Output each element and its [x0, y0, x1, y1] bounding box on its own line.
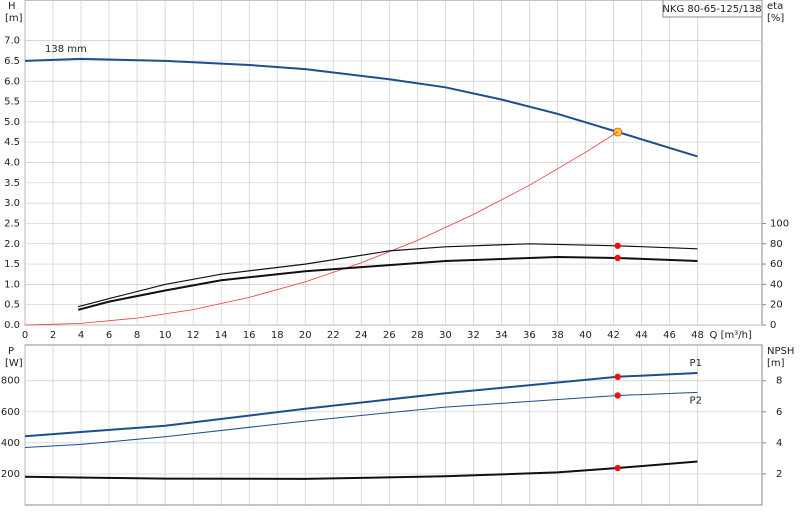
y2-tick-label: 2: [776, 469, 782, 480]
y2-tick-label: 100: [770, 218, 789, 229]
y2-tick-label: 80: [770, 239, 783, 250]
x-tick-label: 28: [411, 330, 424, 341]
y-tick-label: 5.5: [4, 97, 20, 108]
y-tick-label: 400: [1, 438, 20, 449]
y-tick-label: 600: [1, 407, 20, 418]
x-axis-label: Q [m³/h]: [710, 330, 752, 341]
x-tick-label: 38: [551, 330, 564, 341]
y-tick-label: 7.0: [4, 36, 20, 47]
y-tick-label: 0.0: [4, 320, 20, 331]
y-tick-label: 2.5: [4, 218, 20, 229]
x-tick-label: 24: [355, 330, 368, 341]
duty-point: [614, 254, 621, 262]
chart-title: NKG 80-65-125/138: [662, 4, 761, 15]
y2-tick-label: 0: [770, 320, 776, 331]
x-tick-label: 34: [495, 330, 508, 341]
x-tick-label: 12: [187, 330, 200, 341]
y-tick-label: 4.0: [4, 158, 20, 169]
x-tick-label: 40: [579, 330, 592, 341]
x-tick-label: 4: [78, 330, 84, 341]
y2-axis-label: eta: [767, 1, 783, 12]
y-tick-label: 200: [1, 469, 20, 480]
y2-tick-label: 20: [770, 300, 783, 311]
series-line: [24, 460, 698, 480]
y-tick-label: 6.0: [4, 76, 20, 87]
x-tick-label: 8: [134, 330, 140, 341]
x-tick-label: 2: [50, 330, 56, 341]
x-tick-label: 44: [635, 330, 648, 341]
x-tick-label: 10: [159, 330, 172, 341]
series-line: [77, 255, 698, 311]
y-tick-label: 1.0: [4, 279, 20, 290]
series-line: [24, 131, 618, 326]
x-tick-label: 14: [215, 330, 228, 341]
x-tick-label: 36: [523, 330, 536, 341]
duty-point: [614, 392, 621, 399]
y2-tick-label: 4: [776, 438, 782, 449]
x-tick-label: 48: [691, 330, 704, 341]
duty-point: [614, 464, 621, 472]
y2-axis-label: NPSH: [767, 346, 794, 357]
y2-tick-label: 40: [770, 279, 783, 290]
y-tick-label: 3.0: [4, 198, 20, 209]
series-line: [78, 243, 698, 308]
series-label: P2: [690, 395, 702, 406]
x-tick-label: 30: [439, 330, 452, 341]
y-axis-label: H: [8, 1, 16, 12]
y2-tick-label: 60: [770, 259, 783, 270]
y-tick-label: 6.5: [4, 56, 20, 67]
x-tick-label: 46: [663, 330, 676, 341]
y-tick-label: 800: [1, 376, 20, 387]
duty-point: [614, 242, 621, 249]
x-tick-label: 42: [607, 330, 620, 341]
plot-frame: [24, 344, 763, 506]
curve-label: 138 mm: [45, 44, 87, 55]
x-tick-label: 20: [299, 330, 312, 341]
y2-tick-label: 8: [776, 376, 782, 387]
y-tick-label: 2.0: [4, 239, 20, 250]
x-tick-label: 26: [383, 330, 396, 341]
y-axis-label: P: [8, 346, 14, 357]
y-tick-label: 0.5: [4, 300, 20, 311]
x-tick-label: 22: [327, 330, 340, 341]
y-tick-label: 3.5: [4, 178, 20, 189]
y-tick-label: 1.5: [4, 259, 20, 270]
y-tick-label: 5.0: [4, 117, 20, 128]
x-tick-label: 6: [106, 330, 112, 341]
y2-tick-label: 6: [776, 407, 782, 418]
y2-axis-unit: [%]: [767, 13, 784, 24]
y-axis-unit: [m]: [5, 13, 23, 24]
y-tick-label: 4.5: [4, 137, 20, 148]
x-tick-label: 16: [243, 330, 256, 341]
series-label: P1: [690, 358, 702, 369]
duty-point: [614, 373, 621, 381]
y-axis-unit: [W]: [5, 358, 23, 369]
x-tick-label: 32: [467, 330, 480, 341]
x-tick-label: 0: [22, 330, 28, 341]
y2-axis-unit: [m]: [767, 358, 785, 369]
x-tick-label: 18: [271, 330, 284, 341]
title-box: [662, 0, 763, 18]
series-line: [24, 57, 698, 158]
